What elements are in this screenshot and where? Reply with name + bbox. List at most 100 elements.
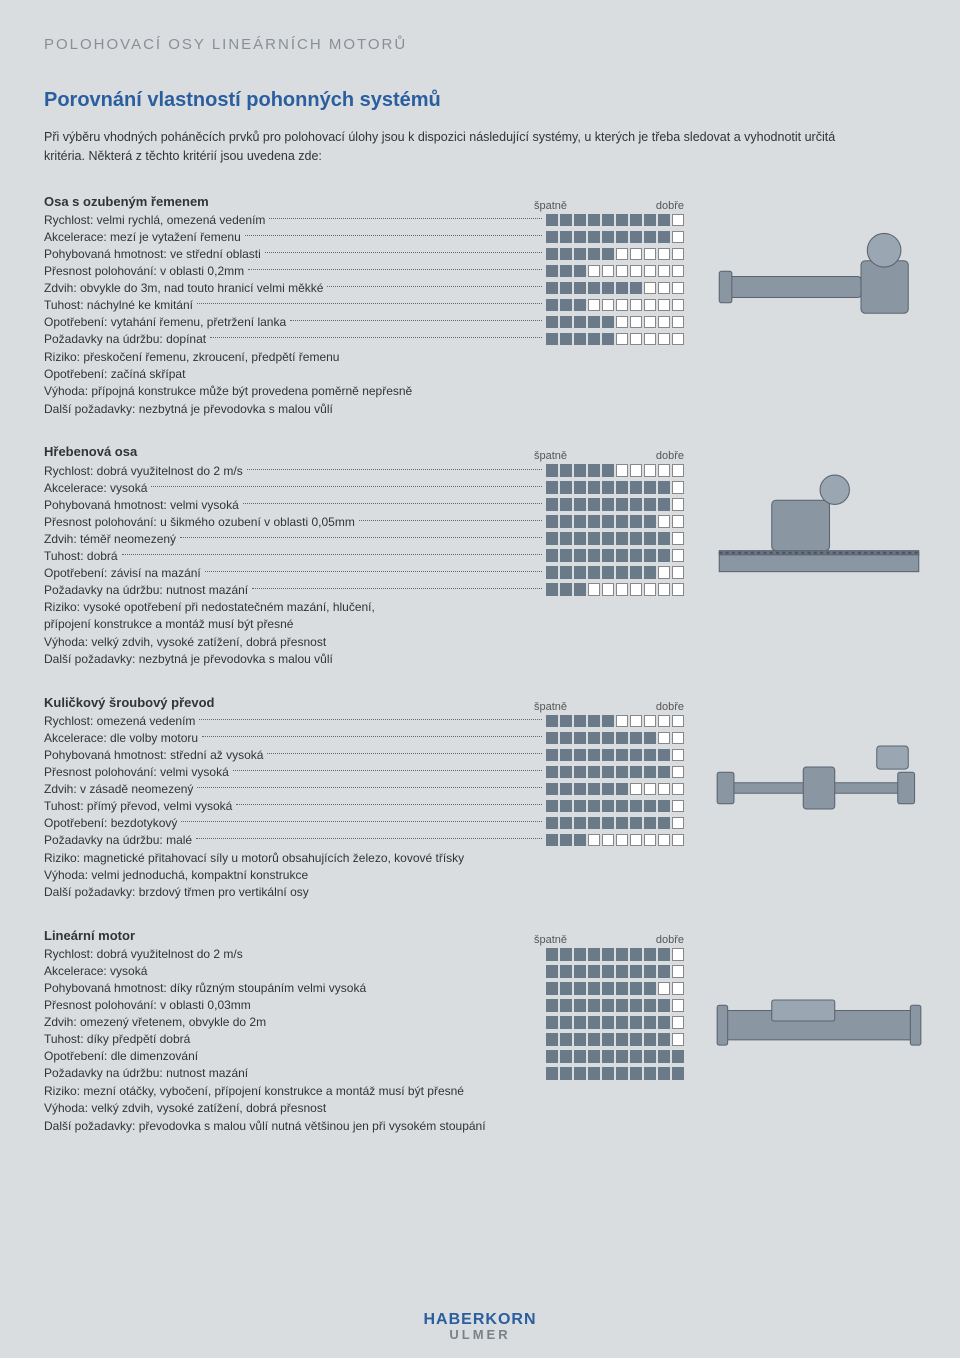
criterion-label: Rychlost: velmi rychlá, omezená vedením xyxy=(44,213,265,227)
rating-square-empty xyxy=(658,248,671,261)
rating-square-filled xyxy=(588,999,601,1012)
rating-square-filled xyxy=(616,532,629,545)
criterion-label: Zdvih: téměř neomezený xyxy=(44,532,176,546)
criterion-label: Tuhost: náchylné ke kmitání xyxy=(44,298,193,312)
criterion-label: Tuhost: dobrá xyxy=(44,549,118,563)
rating-square-empty xyxy=(672,333,685,346)
rating-square-filled xyxy=(560,515,573,528)
criterion-row: Zdvih: v zásadě neomezený xyxy=(44,781,684,798)
rating-square-filled xyxy=(588,566,601,579)
rating-square-filled xyxy=(616,999,629,1012)
rating-square-filled xyxy=(574,299,587,312)
rating-square-empty xyxy=(644,834,657,847)
rating-square-filled xyxy=(546,566,559,579)
rating-square-filled xyxy=(546,231,559,244)
rating-square-filled xyxy=(658,481,671,494)
criterion-row: Akcelerace: vysoká xyxy=(44,479,684,496)
rating-square-filled xyxy=(602,817,615,830)
rating-square-filled xyxy=(560,948,573,961)
rating-square-filled xyxy=(560,1033,573,1046)
rating-square-filled xyxy=(616,549,629,562)
rating-square-filled xyxy=(588,766,601,779)
rating-square-filled xyxy=(602,282,615,295)
rating-square-empty xyxy=(672,965,685,978)
rating-scale xyxy=(546,749,685,762)
rating-square-filled xyxy=(602,231,615,244)
criterion-row: Opotřebení: vytahání řemenu, přetržení l… xyxy=(44,314,684,331)
rating-square-filled xyxy=(644,214,657,227)
rating-square-filled xyxy=(616,1067,629,1080)
rating-scale xyxy=(546,299,685,312)
rating-square-filled xyxy=(546,982,559,995)
rating-scale xyxy=(546,1033,685,1046)
rating-square-filled xyxy=(602,464,615,477)
rating-square-filled xyxy=(574,532,587,545)
rating-scale xyxy=(546,948,685,961)
rating-square-filled xyxy=(574,749,587,762)
criterion-label: Opotřebení: dle dimenzování xyxy=(44,1049,198,1063)
criterion-row: Akcelerace: mezí je vytažení řemenu xyxy=(44,229,684,246)
rating-square-filled xyxy=(574,265,587,278)
rating-square-filled xyxy=(546,265,559,278)
page-header: POLOHOVACÍ OSY LINEÁRNÍCH MOTORŮ xyxy=(44,36,916,53)
rating-square-filled xyxy=(658,800,671,813)
criterion-row: Rychlost: velmi rychlá, omezená vedením xyxy=(44,212,684,229)
rating-scale xyxy=(546,1067,685,1080)
rating-square-filled xyxy=(546,715,559,728)
rating-scale xyxy=(546,982,685,995)
legend-good: dobře xyxy=(656,200,684,212)
rating-square-empty xyxy=(588,834,601,847)
section-notes: Riziko: magnetické přitahovací síly u mo… xyxy=(44,850,684,902)
rating-square-filled xyxy=(616,749,629,762)
rating-square-filled xyxy=(602,214,615,227)
rating-square-filled xyxy=(644,231,657,244)
legend-bad: špatně xyxy=(534,934,567,946)
rating-square-filled xyxy=(588,333,601,346)
drive-system-section: Osa s ozubeným řemenemšpatnědobřeRychlos… xyxy=(44,194,916,419)
rating-square-filled xyxy=(644,1033,657,1046)
drive-system-section: Kuličkový šroubový převodšpatnědobřeRych… xyxy=(44,695,916,902)
rating-square-filled xyxy=(644,1067,657,1080)
rating-square-filled xyxy=(616,231,629,244)
rating-square-empty xyxy=(672,282,685,295)
rating-square-filled xyxy=(560,498,573,511)
rating-square-filled xyxy=(630,1016,643,1029)
rating-square-filled xyxy=(672,1050,685,1063)
criterion-row: Opotřebení: závisí na mazání xyxy=(44,564,684,581)
criterion-row: Požadavky na údržbu: malé xyxy=(44,832,684,849)
rating-square-filled xyxy=(658,749,671,762)
rating-square-filled xyxy=(560,834,573,847)
note-line: přípojení konstrukce a montáž musí být p… xyxy=(44,616,684,633)
rating-square-empty xyxy=(658,265,671,278)
criterion-label: Zdvih: obvykle do 3m, nad touto hranicí … xyxy=(44,281,323,295)
rating-square-filled xyxy=(560,214,573,227)
rating-square-filled xyxy=(644,999,657,1012)
rating-square-empty xyxy=(644,783,657,796)
rating-square-filled xyxy=(574,282,587,295)
intro-paragraph: Při výběru vhodných poháněcích prvků pro… xyxy=(44,128,864,166)
drive-illustration xyxy=(714,212,924,362)
rating-square-filled xyxy=(630,800,643,813)
rating-square-empty xyxy=(658,566,671,579)
rating-square-filled xyxy=(574,982,587,995)
rating-square-filled xyxy=(602,248,615,261)
rating-square-empty xyxy=(616,464,629,477)
rating-square-empty xyxy=(644,715,657,728)
rating-square-filled xyxy=(560,1016,573,1029)
rating-scale xyxy=(546,1016,685,1029)
rating-square-empty xyxy=(588,583,601,596)
rating-square-filled xyxy=(574,715,587,728)
rating-square-filled xyxy=(616,282,629,295)
rating-square-filled xyxy=(588,214,601,227)
criterion-row: Přesnost polohování: v oblasti 0,03mm xyxy=(44,997,684,1014)
rating-square-filled xyxy=(602,316,615,329)
rating-square-empty xyxy=(630,464,643,477)
section-title: Lineární motor xyxy=(44,928,534,943)
legend-bad: špatně xyxy=(534,450,567,462)
rating-square-empty xyxy=(672,800,685,813)
rating-square-filled xyxy=(574,834,587,847)
criterion-label: Akcelerace: vysoká xyxy=(44,481,147,495)
criterion-label: Akcelerace: dle volby motoru xyxy=(44,731,198,745)
rating-scale xyxy=(546,834,685,847)
rating-square-filled xyxy=(630,1033,643,1046)
